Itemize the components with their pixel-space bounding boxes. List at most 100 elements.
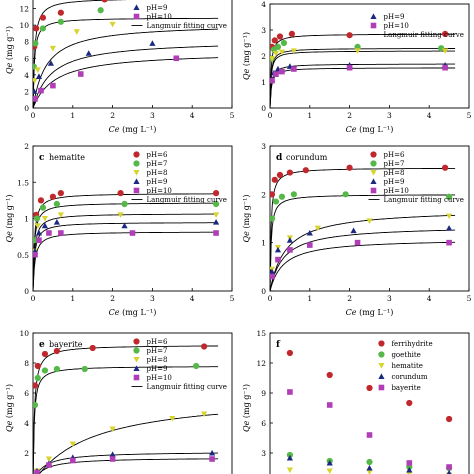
y-tick-label: 9 [261,389,266,398]
legend-marker [133,374,140,381]
data-point [33,382,39,389]
panel-b: 0 1 2 3 4 0 1 2 3 4 5 Ce (mg L⁻¹) Qe (mg g⁻¹) pH=9pH=… [242,0,472,134]
data-point [109,21,116,28]
x-tick-label: 2 [347,111,352,120]
data-point [58,230,64,236]
data-point [201,411,208,418]
fit-curve [270,214,456,291]
data-point [286,454,293,461]
x-tick-label: 3 [150,294,155,303]
data-point [57,212,64,218]
data-point [270,268,276,275]
y-tick-label: 3 [261,142,266,151]
data-point [287,389,293,395]
data-point [287,247,293,253]
data-point [273,71,279,77]
legend-label: pH=7 [147,160,168,168]
x-axis-label: Ce (mg L⁻¹) [346,308,394,317]
data-point [53,200,60,208]
y-tick-label: 2 [261,190,266,199]
legend-label: pH=9 [384,13,405,21]
legend-label: Langmuir fitting curve [384,31,464,39]
x-tick-label: 5 [230,294,235,303]
legend-label: Langmuir fitting curve [147,196,227,204]
panel-letter: c [39,153,45,163]
data-point [193,362,200,370]
x-tick-label: 0 [268,294,273,303]
data-point [270,215,276,222]
data-point [278,49,286,56]
legend-label: Langmuir fitting curve [147,22,227,30]
data-point [70,457,76,464]
legend-marker [133,13,140,20]
legend-label: pH=10 [147,13,172,21]
legend-label: pH=10 [384,22,409,30]
data-point [41,222,49,229]
data-point [73,29,80,35]
data-point [34,469,40,474]
data-point [129,230,136,236]
data-point [446,464,452,470]
fit-curve [270,63,456,108]
x-tick-label: 4 [190,294,195,303]
data-point [53,347,60,355]
legend-label: bayerite [391,384,420,392]
fit-curve [270,67,456,108]
y-tick-label: 10 [19,329,29,338]
x-tick-label: 5 [230,111,235,120]
y-axis-label: Qe (mg g⁻¹) [5,384,14,432]
data-point [406,460,413,466]
x-tick-label: 1 [70,111,75,120]
data-point [326,402,333,408]
y-tick-label: 10 [19,21,29,30]
data-point [33,25,40,32]
legend-marker [133,347,140,354]
data-point [280,39,288,47]
y-axis-label: Qe (mg g⁻¹) [242,195,251,243]
data-point [35,229,43,236]
data-point [149,40,156,46]
data-point [366,432,373,438]
legend-marker [378,363,385,369]
legend-label: pH=8 [147,169,168,177]
data-point [33,215,41,222]
axes-frame [269,332,470,474]
data-point [350,227,357,234]
data-point [69,441,76,448]
data-point [270,191,276,198]
panel-f: 3 6 9 12 15 Qe (mg g⁻¹) f ferrihydrite goethite h… [242,329,470,474]
data-point [33,40,39,47]
data-point [109,451,116,457]
y-axis-label: Qe (mg g⁻¹) [5,195,14,243]
data-point [212,200,220,208]
axes-frame [32,332,233,474]
data-point [442,30,449,37]
legend-marker [133,338,140,345]
data-point [286,237,293,243]
data-point [46,462,52,468]
data-point [446,469,452,474]
axes-frame [32,0,233,109]
panel-title: corundum [286,153,328,162]
x-tick-label: 4 [427,111,432,120]
legend-label: pH=9 [147,178,168,186]
data-point [286,169,293,176]
plot-area [33,343,219,474]
y-tick-label: 6 [261,419,266,428]
data-point [34,223,41,229]
legend-label: pH=7 [147,347,168,355]
fit-curve [33,231,219,291]
data-point [274,246,282,253]
legend-label: pH=9 [147,4,168,12]
plot-area [270,30,456,108]
panel-letter: f [276,340,281,350]
data-point [81,365,88,373]
data-point [290,191,297,198]
data-point [276,33,284,40]
data-point [109,456,116,462]
y-tick-label: 1 [261,239,266,248]
plot-area [33,0,219,108]
data-point [272,50,280,57]
y-tick-label: 4 [24,419,29,428]
